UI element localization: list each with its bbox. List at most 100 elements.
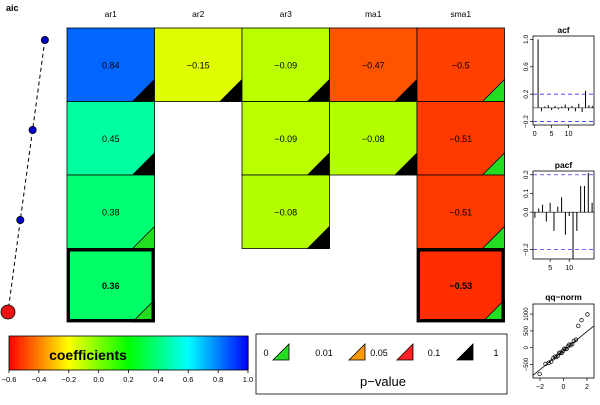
cell-value: −0.5 bbox=[452, 60, 470, 70]
matrix-cell bbox=[416, 248, 505, 323]
colorbar-segment bbox=[41, 336, 46, 370]
x-tick-label: 5 bbox=[550, 131, 554, 138]
pvalue-break-label: 0 bbox=[263, 348, 268, 358]
qq-point bbox=[576, 323, 581, 329]
colorbar-segment bbox=[170, 336, 174, 370]
qq-point bbox=[548, 359, 554, 364]
y-tick-label: 1000 bbox=[524, 307, 530, 321]
aic-point bbox=[28, 126, 37, 135]
matrix-cell bbox=[241, 101, 330, 176]
panel-title: pacf bbox=[555, 160, 573, 170]
pacf-panel: pacf −0.2 0.0 0.1 0.2 5 10 bbox=[523, 160, 595, 272]
cell-value: −0.08 bbox=[362, 134, 385, 144]
colorbar-segment bbox=[245, 336, 249, 370]
aic-point bbox=[16, 215, 25, 224]
colorbar-segment bbox=[200, 336, 204, 370]
cell-value: −0.09 bbox=[274, 60, 297, 70]
colorbar-segment bbox=[68, 336, 73, 370]
selected-model-outline bbox=[67, 248, 155, 322]
colorbar-segment bbox=[56, 336, 61, 370]
colorbar-segment bbox=[227, 336, 231, 370]
qq-point bbox=[570, 342, 575, 347]
colorbar-segment bbox=[35, 336, 40, 370]
pvalue-triangle bbox=[272, 343, 290, 361]
colorbar-segment bbox=[224, 336, 228, 370]
colorbar-segment bbox=[212, 336, 216, 370]
colorbar-segment bbox=[137, 336, 142, 370]
y-tick-label: 0.0 bbox=[523, 207, 530, 216]
y-tick-label: 500 bbox=[524, 325, 530, 336]
colorbar-segment bbox=[155, 336, 159, 370]
colorbar-segment bbox=[239, 336, 243, 370]
y-tick-label: 0.1 bbox=[523, 189, 530, 198]
column-label: ar1 bbox=[105, 9, 118, 19]
colorbar-segment bbox=[146, 336, 151, 370]
matrix-cell bbox=[66, 101, 155, 176]
matrix-cell bbox=[241, 174, 330, 249]
matrix-cell bbox=[66, 174, 155, 249]
colorbar-segment bbox=[23, 336, 28, 370]
x-tick-label: 2 bbox=[585, 384, 589, 391]
pvalue-break-label: 0.05 bbox=[370, 348, 388, 358]
coefficient-matrix: ar1 ar2 ar3 ma1 sma1 0.84 −0.15 −0.09 −0.47 −0.5 0… bbox=[66, 9, 505, 323]
column-label: ma1 bbox=[365, 9, 382, 19]
pvalue-legend-title: p−value bbox=[360, 374, 406, 389]
colorbar-segment bbox=[215, 336, 219, 370]
qq-point bbox=[560, 348, 566, 354]
qq-point bbox=[537, 371, 542, 377]
colorbar-segment bbox=[116, 336, 121, 370]
column-label: sma1 bbox=[450, 9, 471, 19]
x-tick-label: 10 bbox=[565, 131, 573, 138]
colorbar-segment bbox=[62, 336, 67, 370]
colorbar-segment bbox=[233, 336, 237, 370]
significance-triangle bbox=[306, 225, 330, 249]
pvalue-legend: 0 0.01 0.05 0.1 1 p−value bbox=[255, 333, 508, 395]
cell-value: −0.51 bbox=[449, 207, 472, 217]
x-tick-label: 0 bbox=[562, 384, 566, 391]
colorbar-tick-label: 0.2 bbox=[123, 375, 133, 384]
colorbar-segment bbox=[149, 336, 153, 370]
colorbar-tick-label: −0.2 bbox=[61, 375, 76, 384]
x-tick-label: 10 bbox=[565, 265, 573, 272]
colorbar-segment bbox=[167, 336, 171, 370]
colorbar-segment bbox=[92, 336, 97, 370]
colorbar-tick-label: −0.4 bbox=[31, 375, 46, 384]
panel-title: acf bbox=[557, 25, 569, 35]
colorbar-segment bbox=[128, 336, 133, 370]
colorbar-segment bbox=[125, 336, 130, 370]
colorbar-segment bbox=[83, 336, 88, 370]
colorbar-segment bbox=[50, 336, 55, 370]
column-label: ar3 bbox=[280, 9, 293, 19]
y-tick-label: 0.2 bbox=[523, 170, 530, 179]
colorbar-segment bbox=[185, 336, 189, 370]
pvalue-break-label: 0.1 bbox=[428, 348, 441, 358]
y-tick-label: 0 bbox=[524, 345, 530, 349]
matrix-cell bbox=[329, 101, 418, 176]
colorbar-segment bbox=[143, 336, 148, 370]
colorbar-segment bbox=[164, 336, 168, 370]
y-tick-label: 1.0 bbox=[523, 35, 530, 44]
colorbar-segment bbox=[80, 336, 85, 370]
pvalue-triangle bbox=[396, 343, 414, 361]
cell-value: 0.84 bbox=[102, 60, 120, 70]
colorbar-tick-label: 0.4 bbox=[153, 375, 163, 384]
matrix-cell bbox=[416, 101, 505, 176]
column-label: ar2 bbox=[192, 9, 205, 19]
colorbar-segment bbox=[119, 336, 124, 370]
colorbar-segment bbox=[161, 336, 165, 370]
panel-frame bbox=[532, 35, 595, 126]
panel-title: qq−norm bbox=[545, 292, 582, 302]
colorbar-segment bbox=[173, 336, 177, 370]
y-tick-label: −0.2 bbox=[523, 243, 530, 256]
colorbar-segment bbox=[158, 336, 162, 370]
colorbar-segment bbox=[176, 336, 180, 370]
panel-frame bbox=[532, 170, 595, 260]
qq-norm-panel: qq−norm −500 0 500 1000 −2 0 2 bbox=[524, 292, 595, 391]
qq-point bbox=[546, 360, 551, 365]
cell-value: −0.08 bbox=[274, 207, 297, 217]
colorbar-segment bbox=[98, 336, 103, 370]
colorbar-segment bbox=[20, 336, 25, 370]
pvalue-triangle bbox=[348, 343, 366, 361]
colorbar-segment bbox=[197, 336, 201, 370]
